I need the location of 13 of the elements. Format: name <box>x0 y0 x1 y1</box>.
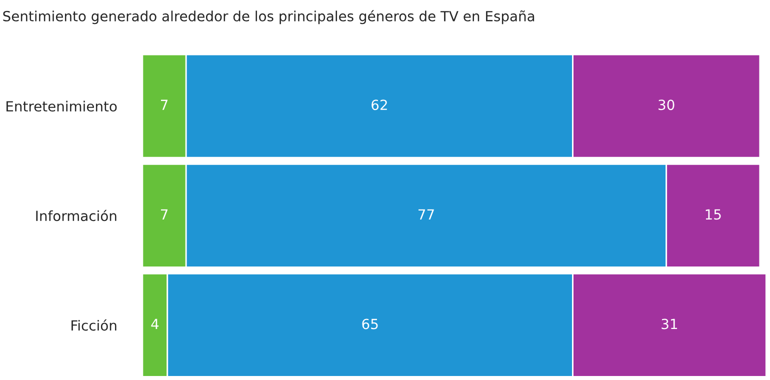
y-tick-label: Información <box>36 210 116 222</box>
data-label: 62 <box>372 100 387 110</box>
data-label: 7 <box>161 100 168 110</box>
data-label: 77 <box>418 209 434 220</box>
data-label: 7 <box>161 209 168 220</box>
data-label: 4 <box>151 318 159 330</box>
y-tick-label: Ficción <box>72 319 116 331</box>
data-label: 15 <box>706 209 721 220</box>
chart-title: Sentimiento generado alrededor de los principales géneros de TV en España <box>3 10 534 24</box>
y-tick-label: Entretenimiento <box>6 100 117 112</box>
data-label: 65 <box>362 318 378 330</box>
data-label: 30 <box>658 100 674 110</box>
data-label: 31 <box>662 318 678 330</box>
